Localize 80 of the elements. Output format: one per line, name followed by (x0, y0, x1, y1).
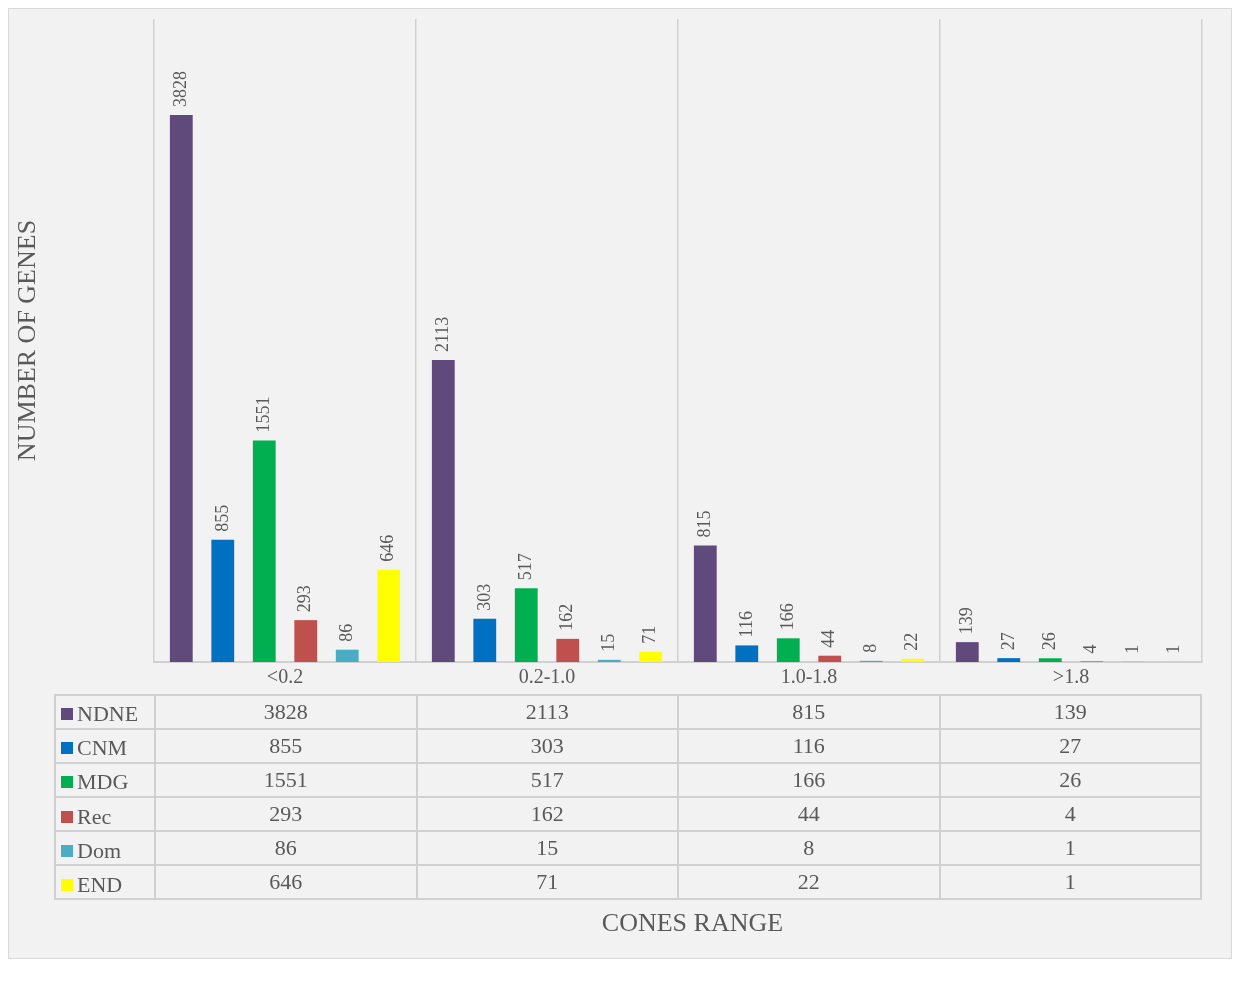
x-tick-label: 0.2-1.0 (518, 665, 576, 688)
bar (955, 642, 979, 662)
bar (377, 569, 401, 662)
bar (597, 659, 621, 662)
data-label: 166 (678, 763, 940, 797)
data-label: 116 (678, 729, 940, 763)
data-label: 26 (939, 763, 1201, 797)
legend-label: END (77, 872, 123, 899)
x-tick-label: 1.0-1.8 (780, 665, 838, 688)
legend-label: NDNE (77, 701, 139, 728)
data-label: 27 (939, 729, 1201, 763)
bar (997, 658, 1021, 662)
data-label: 139 (939, 695, 1201, 729)
bar (431, 360, 455, 662)
data-label: 44 (818, 629, 839, 648)
bar (514, 588, 538, 662)
data-label: 1 (1121, 644, 1142, 654)
data-label: 3828 (170, 71, 191, 108)
data-label: 27 (997, 632, 1018, 651)
bar (818, 655, 842, 662)
legend-label: CNM (77, 735, 128, 762)
legend-label: Rec (77, 803, 112, 830)
data-label: 1551 (252, 396, 273, 433)
data-label: 646 (155, 865, 417, 899)
bar (901, 658, 925, 662)
data-label: 86 (335, 623, 356, 642)
data-label: 855 (211, 504, 232, 532)
data-label: 303 (416, 729, 678, 763)
data-label: 3828 (155, 695, 417, 729)
data-label: 71 (639, 625, 660, 644)
bar (294, 620, 318, 662)
bar (735, 645, 759, 662)
data-label: 44 (678, 797, 940, 831)
x-tick-label: >1.8 (1052, 665, 1090, 688)
data-label: 166 (776, 603, 797, 631)
text: CONES RANGE (600, 908, 785, 938)
data-label: 26 (1038, 632, 1059, 651)
bar (556, 638, 580, 662)
data-label: 22 (901, 632, 922, 651)
legend-label: Dom (77, 837, 121, 864)
data-label: 815 (678, 695, 940, 729)
bar (776, 638, 800, 662)
data-label: 71 (416, 865, 678, 899)
data-label: 116 (735, 611, 756, 638)
data-label: 162 (416, 797, 678, 831)
bar (211, 539, 235, 662)
data-label: 2113 (432, 316, 453, 353)
data-label: 4 (939, 797, 1201, 831)
data-label: 303 (473, 583, 494, 611)
data-label: 293 (294, 585, 315, 613)
data-label: 293 (155, 797, 417, 831)
data-label: 855 (155, 729, 417, 763)
data-label: 15 (597, 633, 618, 652)
data-label: 4 (1080, 644, 1101, 654)
data-label: 517 (416, 763, 678, 797)
data-label: 517 (514, 553, 535, 581)
data-label: 8 (678, 831, 940, 865)
legend-label: MDG (77, 769, 129, 796)
bar (335, 649, 359, 662)
bar (693, 545, 717, 662)
data-label: 646 (377, 534, 398, 562)
data-label: 2113 (416, 695, 678, 729)
data-label: 22 (678, 865, 940, 899)
data-label: 1 (1163, 644, 1184, 654)
data-label: 86 (155, 831, 417, 865)
data-label: 815 (694, 510, 715, 538)
y-axis-title: NUMBER OF GENES (12, 219, 42, 462)
data-label: 1 (939, 831, 1201, 865)
data-label: 8 (859, 643, 880, 653)
x-tick-label: <0.2 (266, 665, 304, 688)
bar (1038, 658, 1062, 662)
data-label: 1551 (155, 763, 417, 797)
bar (169, 115, 193, 662)
bar (252, 440, 276, 662)
data-label: 1 (939, 865, 1201, 899)
bar (639, 651, 663, 662)
data-label: 139 (956, 607, 977, 635)
data-label: 15 (416, 831, 678, 865)
data-label: 162 (556, 603, 577, 631)
bar (473, 618, 497, 662)
